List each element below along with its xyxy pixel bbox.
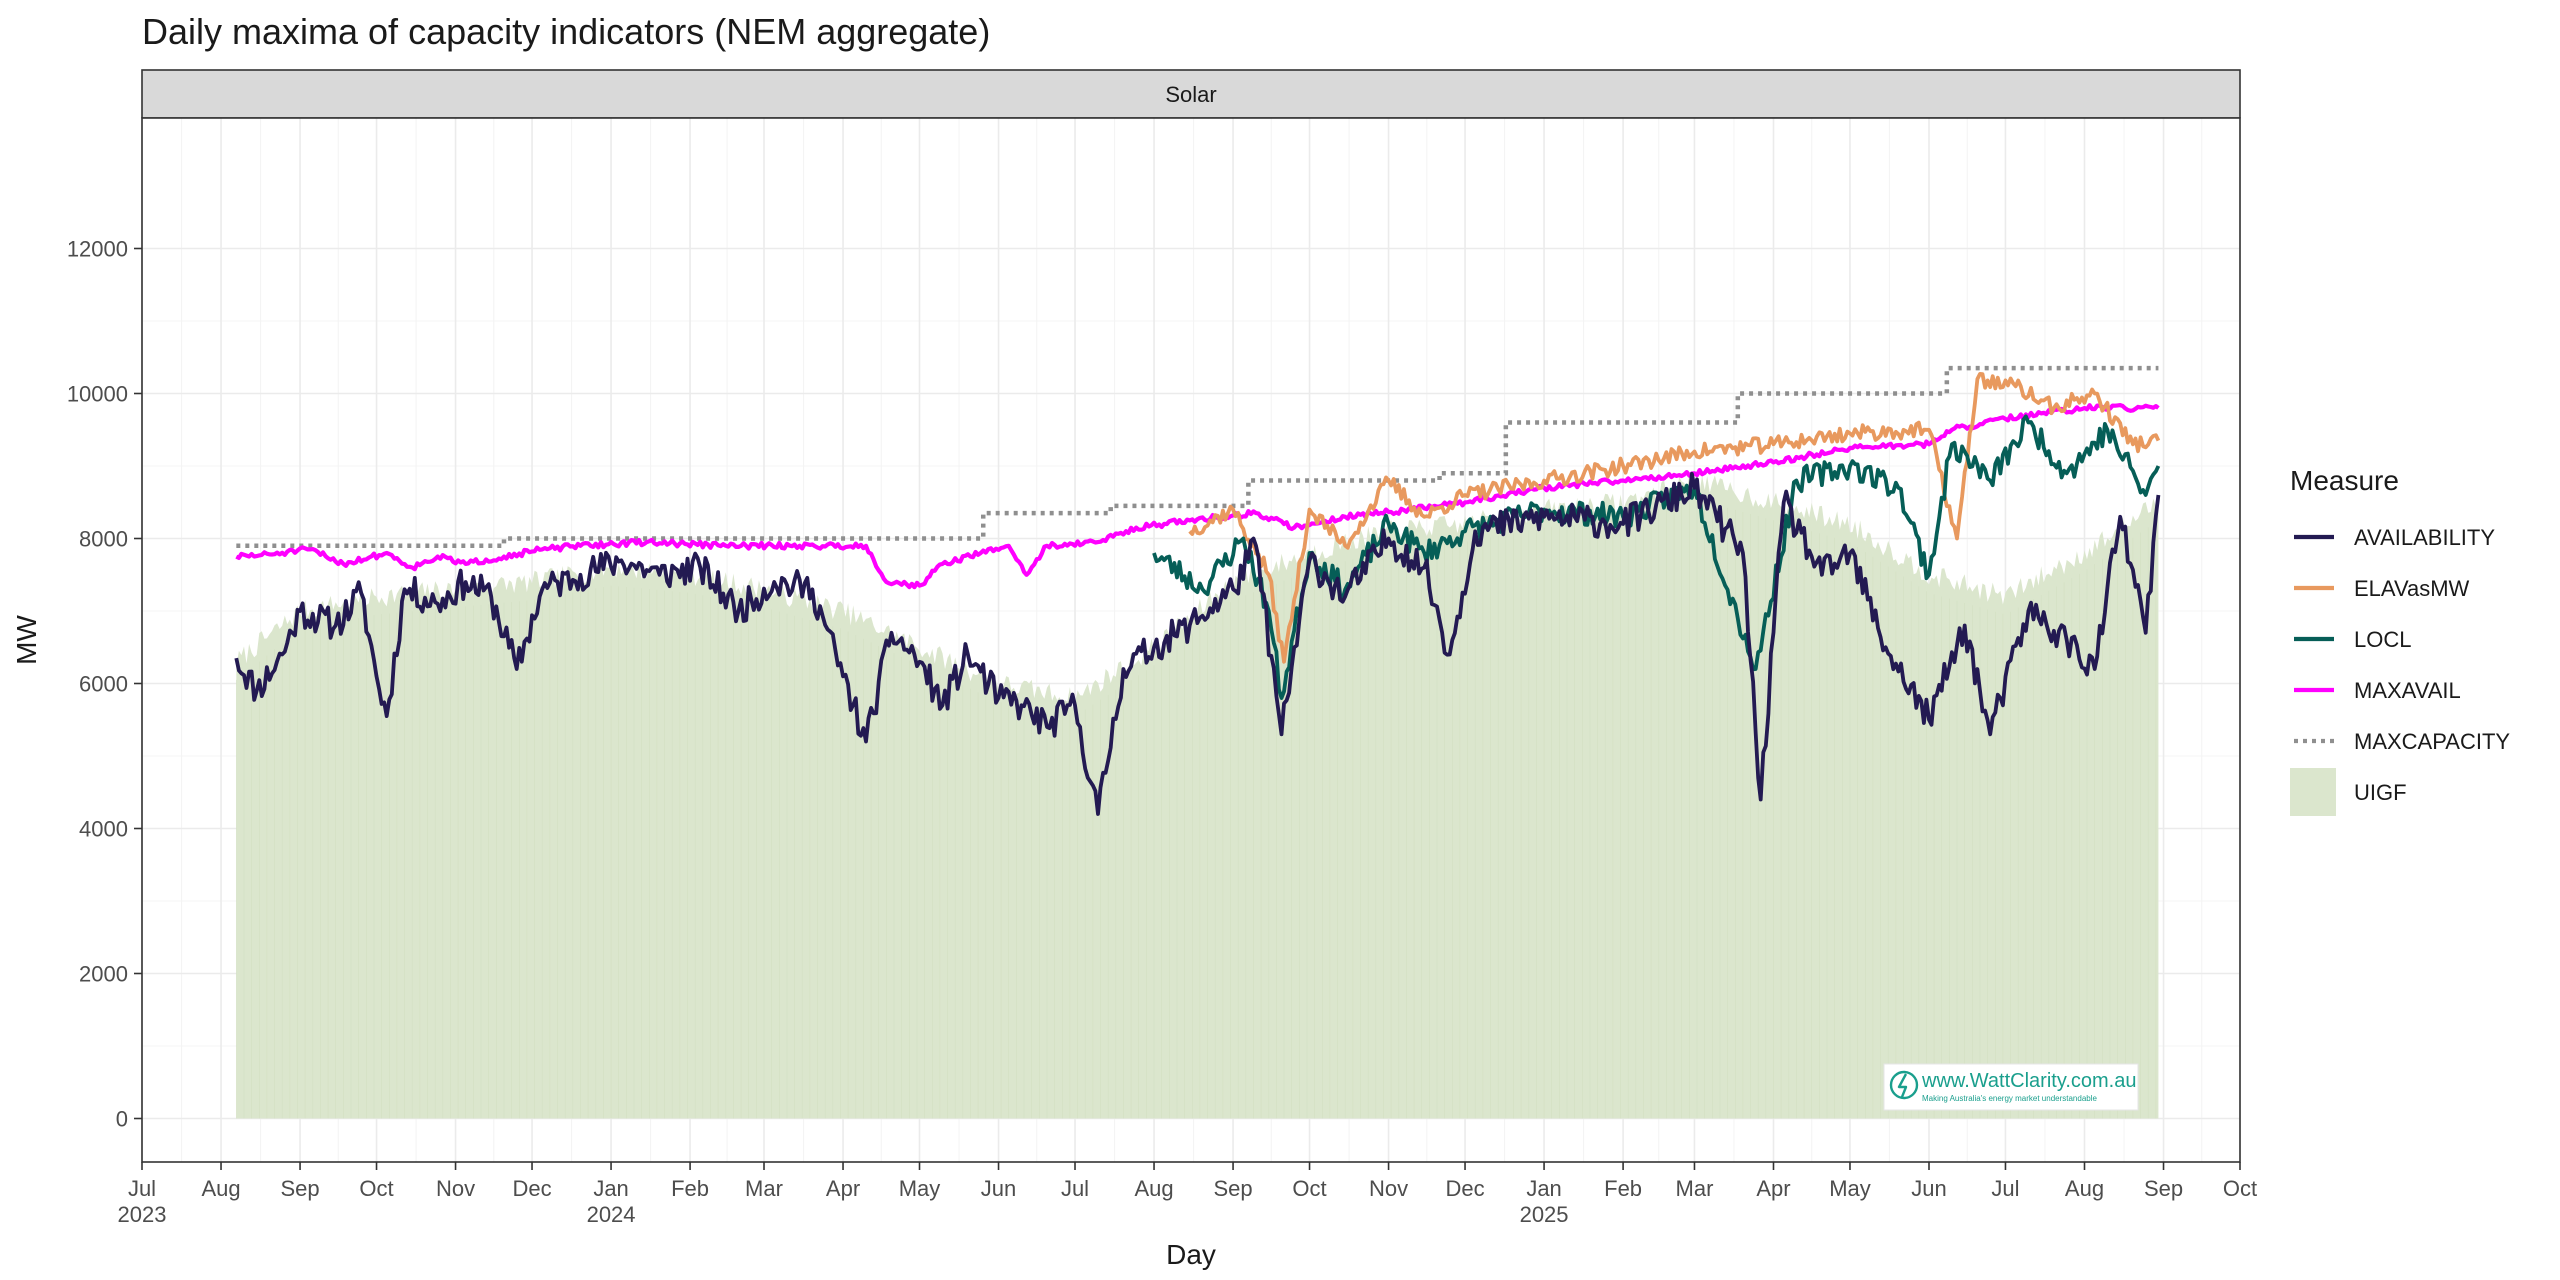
legend: Measure AVAILABILITY ELAVasMW LOCL MAXAVAIL… [2290, 465, 2510, 816]
x-tick-year-label: 2024 [587, 1202, 636, 1227]
y-tick-label: 12000 [67, 237, 128, 262]
legend-swatch-uigf [2290, 768, 2336, 816]
facet-strip [141, 69, 2241, 119]
x-tick-label: Feb [671, 1176, 709, 1201]
legend-label-maxavail: MAXAVAIL [2354, 678, 2461, 703]
legend-label-maxcapacity: MAXCAPACITY [2354, 729, 2510, 754]
series-availability-line [234, 471, 2161, 816]
series-elavasmw-line [1188, 372, 2161, 664]
x-tick-label: May [899, 1176, 941, 1201]
x-tick-label: Oct [359, 1176, 393, 1201]
x-tick-label: Apr [826, 1176, 860, 1201]
x-tick-label: Mar [745, 1176, 783, 1201]
x-tick-label: Jul [1061, 1176, 1089, 1201]
x-tick-label: Oct [1292, 1176, 1326, 1201]
x-tick-label: Aug [201, 1176, 240, 1201]
x-tick-label: Oct [2223, 1176, 2257, 1201]
x-tick-label: Jun [981, 1176, 1016, 1201]
series-layer [234, 365, 2161, 816]
watermark-box [1883, 1063, 2139, 1111]
uigf-area-layer [236, 473, 2159, 1119]
x-tick-label: Jan [593, 1176, 628, 1201]
lightbulb-icon [1889, 1070, 1919, 1100]
x-tick-label: Mar [1676, 1176, 1714, 1201]
y-tick-label: 0 [116, 1107, 128, 1132]
legend-label-uigf: UIGF [2354, 780, 2407, 805]
x-tick-label: Jan [1526, 1176, 1561, 1201]
x-tick-label: Feb [1604, 1176, 1642, 1201]
legend-label-availability: AVAILABILITY [2354, 525, 2495, 550]
watermark-text: www.WattClarity.com.au [1921, 1070, 2136, 1092]
series-uigf-area [236, 473, 2159, 1119]
x-tick-label: Aug [2065, 1176, 2104, 1201]
x-tick-label: Apr [1756, 1176, 1790, 1201]
y-tick-label: 2000 [79, 962, 128, 987]
legend-title: Measure [2290, 465, 2399, 496]
y-tick-label: 4000 [79, 817, 128, 842]
y-tick-label: 8000 [79, 527, 128, 552]
legend-item-maxcapacity: MAXCAPACITY [2294, 729, 2510, 754]
x-tick-label: Sep [1213, 1176, 1252, 1201]
x-tick-label: Dec [512, 1176, 551, 1201]
legend-label-elavasmw: ELAVasMW [2354, 576, 2470, 601]
y-tick-label: 6000 [79, 672, 128, 697]
y-axis: 0 2000 4000 6000 8000 10000 12000 [67, 237, 142, 1132]
legend-item-locl: LOCL [2294, 627, 2411, 652]
x-tick-year-label: 2025 [1520, 1202, 1569, 1227]
x-tick-label: Sep [280, 1176, 319, 1201]
series-locl-line [1152, 414, 2161, 700]
legend-item-maxavail: MAXAVAIL [2294, 678, 2461, 703]
x-axis-title: Day [1166, 1239, 1216, 1270]
x-tick-label: May [1829, 1176, 1871, 1201]
x-tick-label: Dec [1445, 1176, 1484, 1201]
plot-panel-border [141, 117, 2241, 1163]
chart-title: Daily maxima of capacity indicators (NEM… [142, 11, 990, 52]
watermark-tagline: Making Australia's energy market underst… [1922, 1094, 2098, 1103]
legend-item-availability: AVAILABILITY [2294, 525, 2495, 550]
series-maxcapacity-line [236, 365, 2159, 548]
x-tick-label: Jul [1991, 1176, 2019, 1201]
legend-item-uigf: UIGF [2290, 768, 2407, 816]
x-tick-label: Aug [1134, 1176, 1173, 1201]
x-tick-label: Nov [436, 1176, 475, 1201]
x-tick-label: Nov [1369, 1176, 1408, 1201]
y-axis-title: MW [11, 615, 42, 665]
watermark: www.WattClarity.com.au Making Australia'… [1883, 1063, 2139, 1111]
x-tick-label: Sep [2144, 1176, 2183, 1201]
series-maxavail-line [235, 403, 2160, 590]
y-tick-label: 10000 [67, 382, 128, 407]
legend-item-elavasmw: ELAVasMW [2294, 576, 2470, 601]
facet-strip-label: Solar [1165, 82, 1216, 107]
x-tick-label: Jun [1911, 1176, 1946, 1201]
legend-label-locl: LOCL [2354, 627, 2411, 652]
x-tick-label: Jul [128, 1176, 156, 1201]
series-uigf-columns [236, 499, 2157, 1119]
x-tick-year-label: 2023 [118, 1202, 167, 1227]
